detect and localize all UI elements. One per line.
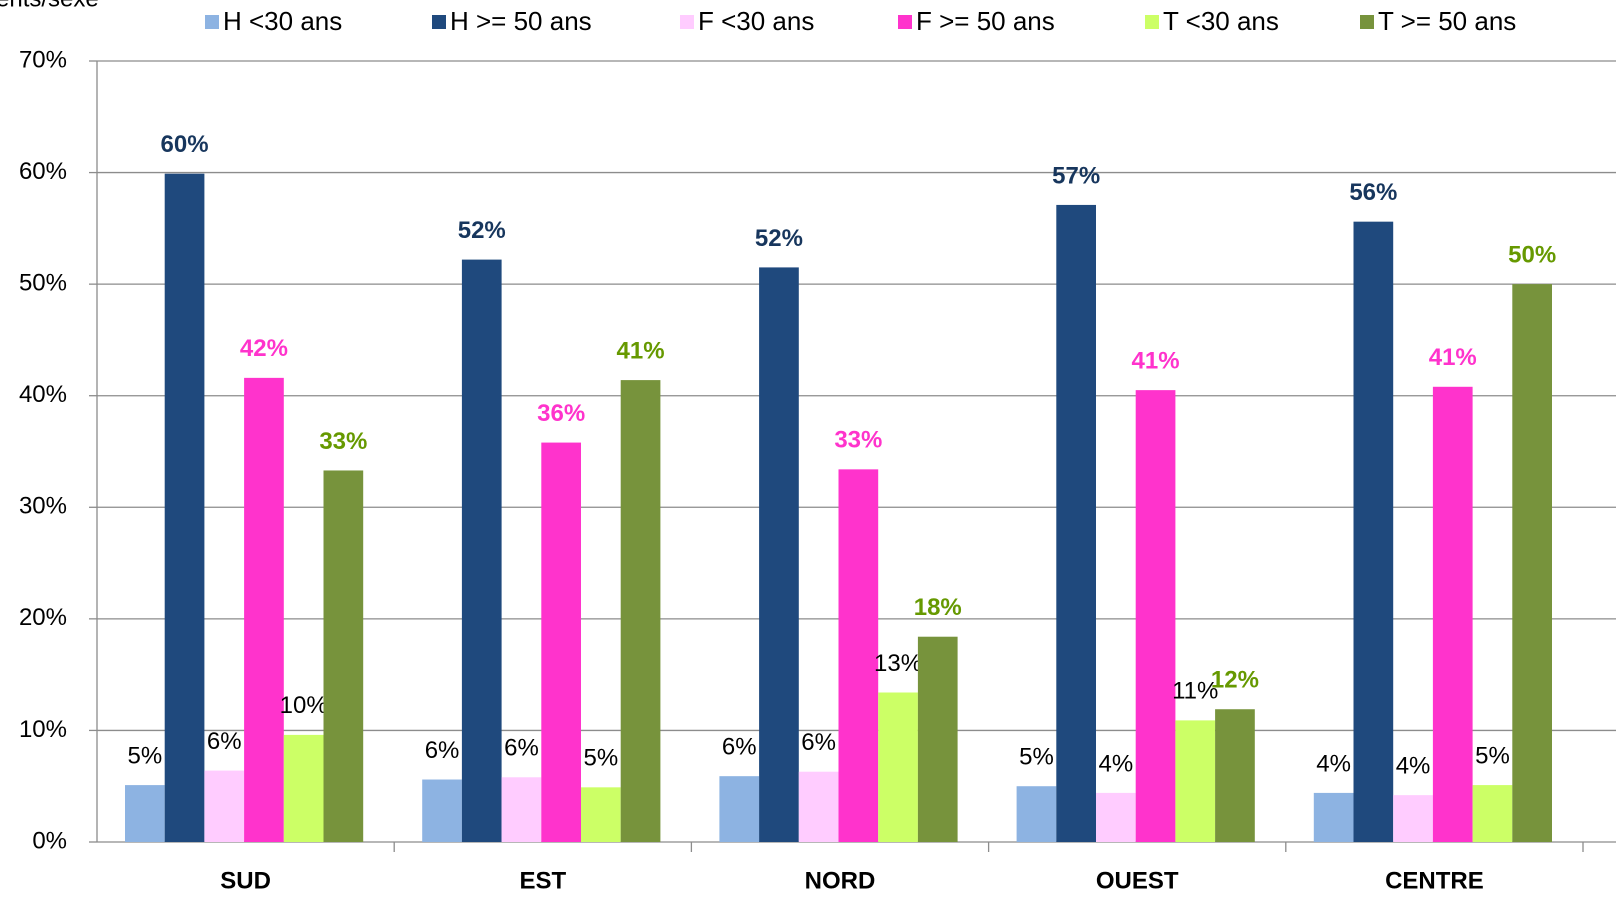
value-label: 42% bbox=[240, 335, 288, 362]
value-label: 60% bbox=[161, 131, 209, 158]
bar bbox=[1056, 204, 1096, 843]
y-tick-label: 40% bbox=[19, 381, 67, 408]
bar bbox=[204, 770, 245, 842]
legend-swatch bbox=[205, 15, 219, 29]
legend-label: T <30 ans bbox=[1163, 6, 1279, 36]
bar bbox=[244, 377, 284, 842]
value-label: 4% bbox=[1396, 752, 1431, 779]
bar bbox=[798, 771, 839, 842]
value-label: 5% bbox=[128, 742, 163, 769]
legend-swatch bbox=[1145, 15, 1159, 29]
value-label: 10% bbox=[280, 692, 328, 719]
bar bbox=[1313, 792, 1354, 842]
value-label: 52% bbox=[755, 225, 803, 252]
bar bbox=[1175, 720, 1216, 842]
value-label: 33% bbox=[834, 427, 882, 454]
value-label: 6% bbox=[504, 735, 539, 762]
value-label: 5% bbox=[584, 745, 619, 772]
bar bbox=[1096, 792, 1136, 842]
value-label: 36% bbox=[537, 400, 585, 427]
bar bbox=[838, 469, 879, 842]
bar bbox=[422, 779, 462, 842]
y-tick-label: 30% bbox=[19, 493, 67, 520]
y-tick-label: 50% bbox=[19, 269, 67, 296]
bar bbox=[917, 636, 958, 842]
x-tick-label: CENTRE bbox=[1385, 867, 1484, 894]
legend-label: T >= 50 ans bbox=[1378, 6, 1516, 36]
bar bbox=[1016, 786, 1057, 842]
value-label: 11% bbox=[1172, 678, 1218, 705]
value-label: 18% bbox=[914, 594, 962, 621]
bar bbox=[759, 267, 799, 843]
y-tick-label: 0% bbox=[32, 827, 67, 854]
x-tick-label: SUD bbox=[220, 867, 271, 894]
y-tick-label: 70% bbox=[19, 46, 67, 73]
y-tick-label: 10% bbox=[19, 716, 67, 743]
bar bbox=[1472, 785, 1513, 842]
legend-swatch bbox=[898, 15, 912, 29]
legend-label: F <30 ans bbox=[698, 6, 814, 36]
value-label: 5% bbox=[1475, 742, 1510, 769]
bar bbox=[323, 470, 364, 842]
legend-label: F >= 50 ans bbox=[916, 6, 1055, 36]
value-label: 41% bbox=[1429, 344, 1477, 371]
value-label: 41% bbox=[1132, 347, 1180, 374]
value-label: 33% bbox=[319, 428, 367, 455]
bar bbox=[501, 777, 542, 842]
bar bbox=[1432, 386, 1473, 842]
value-label: 52% bbox=[458, 217, 506, 244]
x-tick-label: EST bbox=[519, 867, 566, 894]
y-tick-label: 20% bbox=[19, 604, 67, 631]
bar bbox=[461, 259, 502, 842]
value-label: 5% bbox=[1019, 744, 1054, 771]
bar bbox=[1215, 709, 1255, 842]
value-label: 4% bbox=[1099, 750, 1134, 777]
bar bbox=[878, 692, 918, 842]
value-label: 6% bbox=[722, 734, 757, 761]
value-label: 6% bbox=[425, 737, 460, 764]
value-label: 57% bbox=[1052, 162, 1100, 189]
bar bbox=[1135, 390, 1176, 842]
bar bbox=[581, 787, 621, 842]
chart-title: ents/sexe bbox=[0, 0, 99, 12]
value-label: 13% bbox=[874, 650, 922, 677]
bar bbox=[541, 442, 581, 842]
legend-swatch bbox=[1360, 15, 1374, 29]
value-label: 50% bbox=[1508, 241, 1556, 268]
value-label: 6% bbox=[207, 728, 242, 755]
x-tick-label: OUEST bbox=[1096, 867, 1179, 894]
value-label: 12% bbox=[1211, 667, 1259, 694]
legend-swatch bbox=[680, 15, 694, 29]
bar bbox=[719, 776, 760, 842]
bar bbox=[1353, 221, 1394, 843]
bar bbox=[1512, 284, 1552, 843]
bar bbox=[125, 785, 165, 842]
legend-label: H <30 ans bbox=[223, 6, 342, 36]
bar bbox=[1393, 795, 1433, 842]
value-label: 6% bbox=[801, 729, 836, 756]
x-tick-label: NORD bbox=[805, 867, 876, 894]
value-label: 41% bbox=[617, 337, 665, 364]
legend-label: H >= 50 ans bbox=[450, 6, 592, 36]
y-tick-label: 60% bbox=[19, 158, 67, 185]
bar bbox=[164, 173, 205, 843]
legend-swatch bbox=[432, 15, 446, 29]
value-label: 4% bbox=[1316, 750, 1351, 777]
bar bbox=[283, 734, 324, 842]
bar bbox=[620, 380, 661, 842]
value-label: 56% bbox=[1349, 179, 1397, 206]
